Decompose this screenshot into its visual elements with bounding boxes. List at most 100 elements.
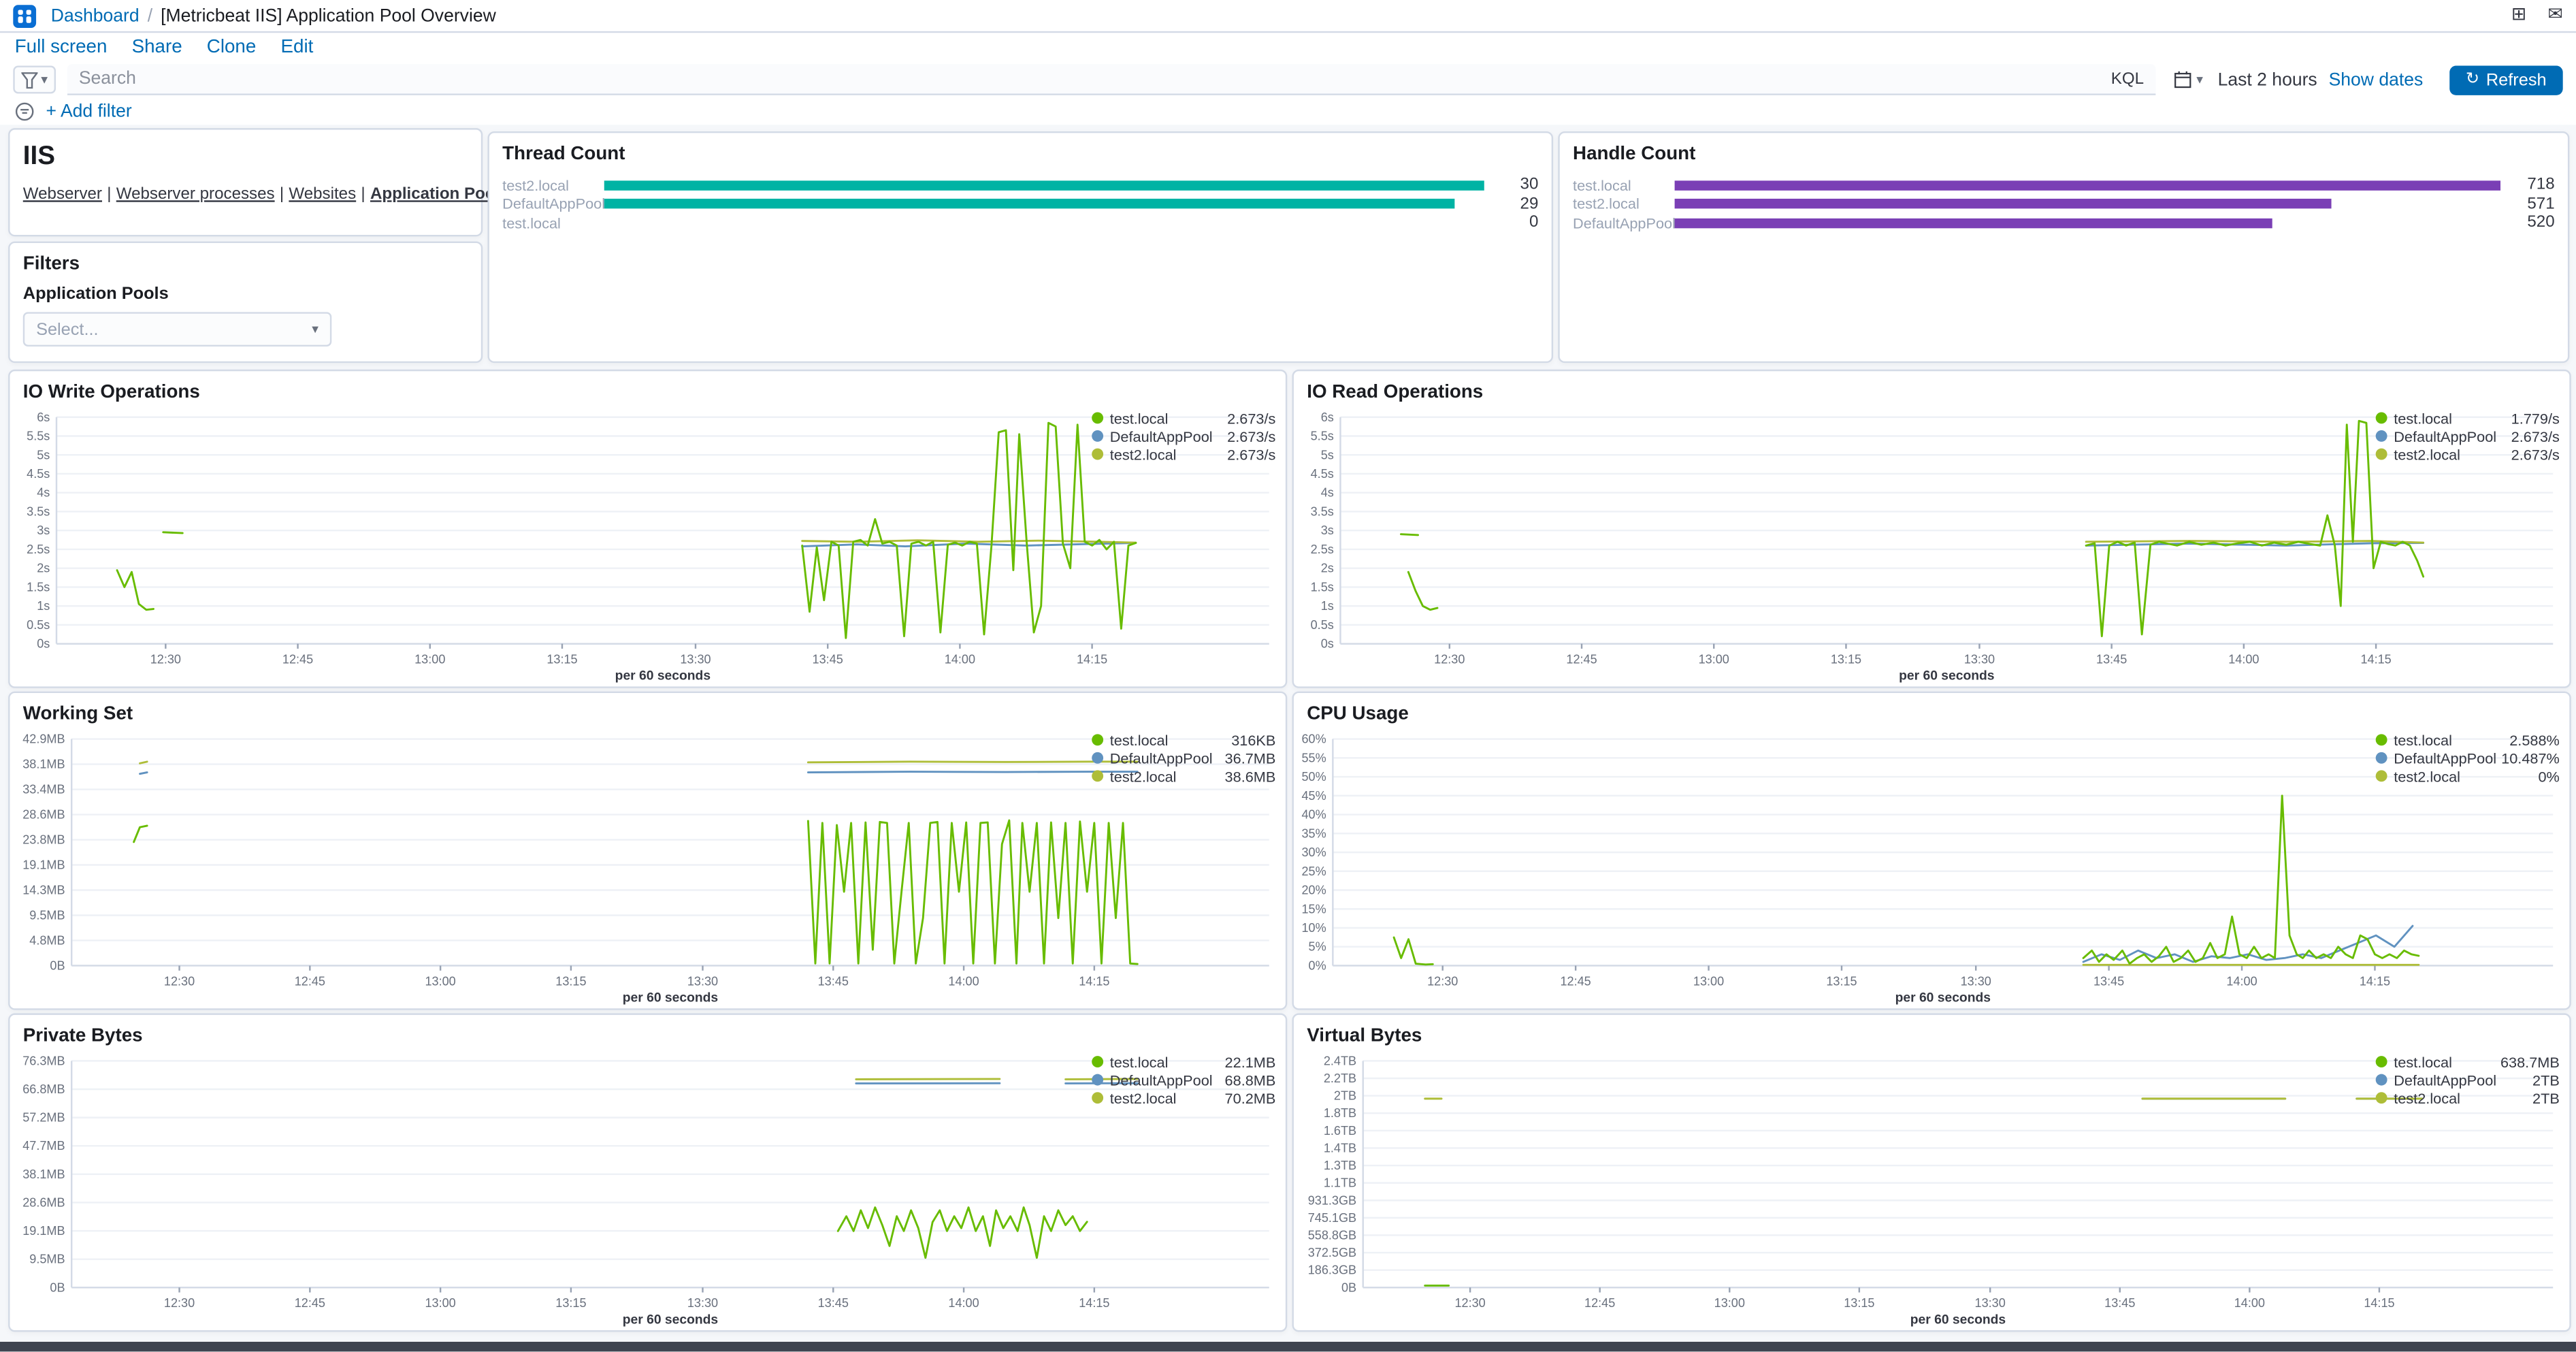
refresh-button[interactable]: ↻ Refresh [2449,65,2563,95]
bar-row[interactable]: test.local 718 [1573,176,2555,194]
svg-text:13:45: 13:45 [818,1296,849,1310]
legend-color-dot [2375,1092,2387,1104]
nav-clone[interactable]: Clone [206,37,257,58]
nav-full-screen[interactable]: Full screen [14,37,108,58]
svg-text:12:45: 12:45 [295,1296,325,1310]
show-dates-button[interactable]: Show dates [2328,69,2424,90]
time-range-label[interactable]: Last 2 hours [2217,69,2317,90]
svg-text:13:45: 13:45 [2104,1296,2135,1310]
svg-text:9.5MB: 9.5MB [29,1253,65,1266]
legend-item[interactable]: DefaultAppPool 2.673/s [2375,427,2560,445]
bar-fill [1674,217,2273,228]
bar-row[interactable]: DefaultAppPool 29 [502,195,1538,213]
legend-item[interactable]: test2.local 70.2MB [1092,1089,1275,1107]
legend-series-name: DefaultAppPool [2394,1072,2497,1089]
legend-series-name: test2.local [1109,445,1177,463]
legend-item[interactable]: test2.local 2TB [2375,1089,2560,1107]
svg-text:per 60 seconds: per 60 seconds [623,991,718,1005]
nav-share[interactable]: Share [131,37,182,58]
search-input[interactable] [78,69,2098,89]
svg-text:1.3TB: 1.3TB [1324,1159,1356,1172]
legend-series-value: 70.2MB [1224,1089,1276,1106]
legend-series-name: test.local [1109,731,1169,748]
svg-text:0s: 0s [37,637,50,651]
link-websites[interactable]: Websites [289,185,357,204]
legend-item[interactable]: test2.local 38.6MB [1092,767,1275,786]
dashboard-app-icon[interactable] [13,4,37,27]
bar-track [1674,180,2501,190]
application-pools-select[interactable]: Select... ▾ [22,312,332,347]
chart-canvas: 6s 5.5s 5s 4.5s 4s 3.5s 3s 2.5s 2s 1.5s 1s 0.5s 0s 12… [27,411,1269,683]
panel-private-bytes: Private Bytes 76.3MB 66.8MB 57.2MB 47.7MB 38… [8,1013,1288,1332]
panel-title: Virtual Bytes [1307,1026,1422,1046]
svg-text:6s: 6s [1321,411,1334,424]
legend-item[interactable]: test.local 2.588% [2375,731,2560,750]
grid-icon[interactable]: ⊞ [2511,5,2527,25]
saved-query-menu-button[interactable]: ▾ [13,65,56,94]
svg-text:13:45: 13:45 [2096,653,2127,666]
chart-canvas: 42.9MB 38.1MB 33.4MB 28.6MB 23.8MB 19.1MB 14.3… [22,733,1269,1005]
legend-series-name: test2.local [2394,445,2460,463]
legend-item[interactable]: test.local 316KB [1092,731,1275,750]
svg-text:3.5s: 3.5s [27,504,50,518]
legend-item[interactable]: DefaultAppPool 2TB [2375,1071,2560,1089]
svg-text:13:30: 13:30 [1964,653,1995,666]
filters-panel-title: Filters [22,254,80,274]
bottom-bar [0,1341,2576,1352]
svg-text:1.1TB: 1.1TB [1324,1176,1356,1190]
nav-edit[interactable]: Edit [280,37,314,58]
svg-text:13:00: 13:00 [1714,1296,1745,1310]
bar-row[interactable]: test2.local 571 [1573,195,2555,213]
link-webserver[interactable]: Webserver [22,185,102,204]
legend-series-name: DefaultAppPool [2394,428,2497,445]
svg-text:2TB: 2TB [1334,1089,1356,1103]
io-read-chart: 6s 5.5s 5s 4.5s 4s 3.5s 3s 2.5s 2s 1.5s 1s 0.5s 0s 12… [1294,404,2569,686]
link-webserver-processes[interactable]: Webserver processes [116,185,275,204]
svg-text:745.1GB: 745.1GB [1308,1211,1356,1225]
breadcrumb[interactable]: Dashboard [50,5,140,26]
legend-item[interactable]: DefaultAppPool 36.7MB [1092,749,1275,767]
markdown-heading: IIS [22,142,55,171]
legend-series-value: 38.6MB [1224,767,1276,784]
legend-item[interactable]: test2.local 0% [2375,767,2560,786]
bar-label: test2.local [502,176,569,193]
legend-item[interactable]: test2.local 2.673/s [2375,445,2560,464]
legend-color-dot [2375,1074,2387,1086]
date-picker-button[interactable]: ▾ [2173,71,2203,89]
legend-item[interactable]: DefaultAppPool 10.487% [2375,749,2560,767]
legend-color-dot [1092,752,1104,764]
link-application-pools[interactable]: Application Pools [370,185,509,204]
legend-series-value: 2.673/s [2511,445,2560,463]
legend-item[interactable]: DefaultAppPool 68.8MB [1092,1071,1275,1089]
handle-count-chart: test.local 718 test2.local 571 DefaultAppPoo… [1560,164,2568,231]
legend-item[interactable]: DefaultAppPool 2.673/s [1092,427,1275,445]
filter-icon[interactable] [15,101,35,120]
legend-item[interactable]: test.local 638.7MB [2375,1052,2560,1071]
legend-item[interactable]: test2.local 2.673/s [1092,445,1275,464]
kql-button[interactable]: KQL [2110,69,2145,88]
bar-row[interactable]: test.local 0 [502,214,1538,232]
bar-row[interactable]: DefaultAppPool 520 [1573,214,2555,232]
legend-item[interactable]: test.local 22.1MB [1092,1052,1275,1071]
panel-title: Handle Count [1573,144,1696,165]
svg-text:1.8TB: 1.8TB [1324,1106,1356,1120]
legend-color-dot [1092,1056,1104,1068]
filter-bar: + Add filter [0,97,2576,125]
svg-text:14:00: 14:00 [2226,974,2257,988]
bar-row[interactable]: test2.local 30 [502,176,1539,194]
legend-series-value: 2.673/s [2511,428,2560,445]
legend-item[interactable]: test.local 2.673/s [1092,409,1275,428]
legend-color-dot [1092,448,1104,460]
legend-item[interactable]: test.local 1.779/s [2375,409,2560,428]
add-filter-button[interactable]: + Add filter [46,101,132,121]
svg-text:13:30: 13:30 [1975,1296,2006,1310]
svg-text:13:00: 13:00 [414,653,445,666]
mail-icon[interactable]: ✉ [2547,5,2563,25]
svg-text:14:15: 14:15 [1079,974,1109,988]
bar-value: 30 [1520,176,1539,194]
legend-color-dot [1092,1092,1104,1104]
panel-thread-count: Thread Count test2.local 30 DefaultAppPool… [487,131,1554,364]
svg-text:13:30: 13:30 [680,653,711,666]
panel-title: IO Write Operations [22,383,200,403]
svg-text:2s: 2s [37,562,50,575]
